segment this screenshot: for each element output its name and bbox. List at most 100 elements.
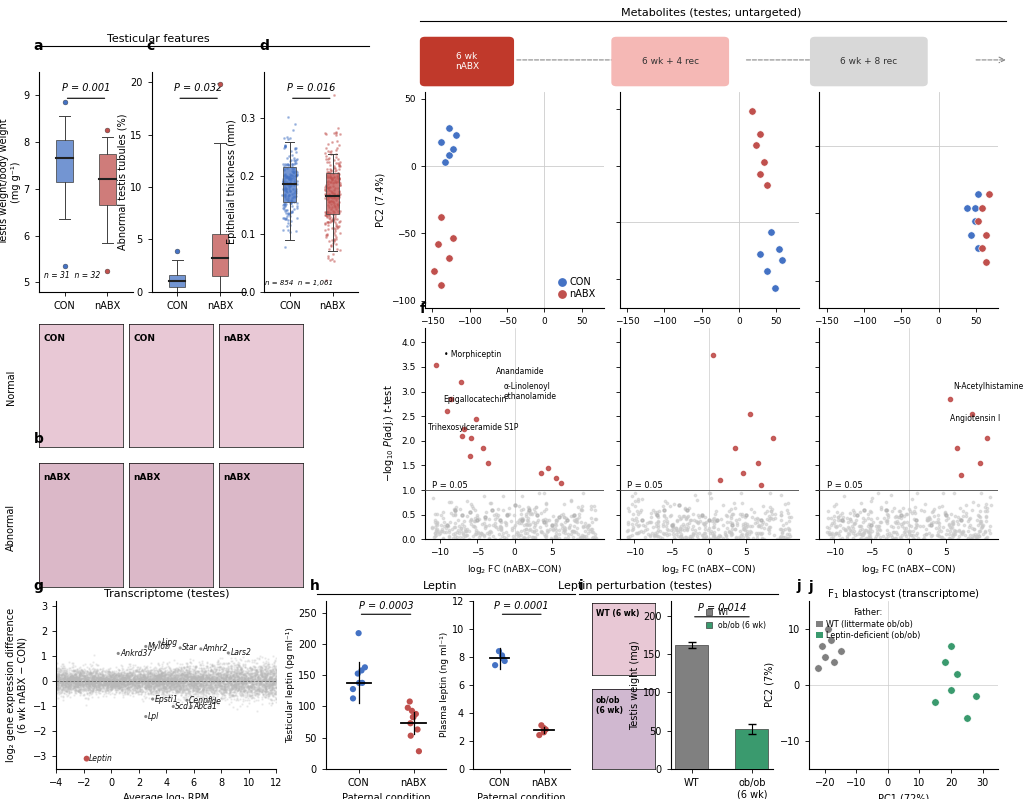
Point (252, 675, 268, 688)
Point (241, 671, 257, 684)
Point (76, 678, 92, 690)
Point (137, 660, 154, 673)
Point (177, 668, 194, 681)
Point (233, 675, 250, 688)
Point (193, 682, 209, 694)
Point (706, 528, 722, 541)
Point (55, 687, 72, 700)
Point (161, 688, 177, 701)
Point (154, 679, 170, 692)
Point (174, 672, 190, 685)
Point (91, 674, 108, 687)
Point (225, 666, 242, 678)
Point (71, 678, 87, 690)
Point (59, 683, 76, 696)
Point (127, 675, 143, 688)
Point (71, 670, 87, 682)
Point (210, 661, 226, 674)
Point (90, 671, 106, 684)
Point (214, 668, 230, 681)
Point (179, 673, 196, 686)
Point (140, 672, 157, 685)
Point (131, 674, 147, 687)
Point (114, 683, 130, 696)
Point (245, 667, 261, 680)
Point (244, 676, 260, 689)
Point (72, 686, 88, 698)
Point (152, 674, 168, 687)
Point (110, 675, 126, 688)
Point (113, 684, 129, 697)
Point (53, 658, 70, 670)
Point (58, 678, 75, 691)
Point (110, 647, 126, 660)
Point (79, 681, 95, 694)
Point (57, 685, 74, 698)
Point (148, 679, 165, 692)
Point (173, 670, 189, 683)
Point (172, 682, 188, 695)
Point (260, 679, 276, 692)
Point (168, 685, 184, 698)
Point (108, 669, 124, 682)
Point (168, 682, 184, 694)
Point (133, 677, 150, 690)
Point (175, 680, 191, 693)
Point (169, 673, 185, 686)
Point (326, 195, 342, 208)
Point (186, 680, 203, 693)
Point (752, 248, 768, 260)
Point (91, 672, 108, 685)
Point (103, 675, 120, 688)
Point (208, 673, 224, 686)
Point (695, 532, 712, 545)
Point (200, 678, 216, 691)
Point (258, 681, 274, 694)
Point (884, 504, 900, 517)
Point (265, 677, 282, 690)
Point (217, 667, 233, 680)
Point (140, 665, 157, 678)
Point (427, 514, 443, 527)
Point (67, 674, 83, 686)
Point (111, 679, 127, 692)
Point (159, 685, 175, 698)
Point (80, 677, 96, 690)
Point (159, 674, 175, 686)
Point (753, 521, 769, 534)
Point (282, 207, 298, 220)
Point (78, 674, 94, 686)
Point (216, 683, 232, 696)
Point (258, 674, 274, 686)
Point (97, 678, 114, 690)
Point (260, 685, 276, 698)
Point (196, 671, 212, 684)
Point (226, 680, 243, 693)
Point (73, 676, 89, 689)
Point (140, 675, 157, 688)
Point (143, 664, 160, 677)
Point (105, 674, 122, 686)
Point (49, 662, 66, 675)
Point (173, 665, 189, 678)
Point (108, 669, 124, 682)
Point (282, 167, 298, 180)
Point (111, 678, 127, 691)
Point (187, 660, 204, 673)
Point (330, 181, 346, 194)
Point (185, 688, 202, 701)
Point (147, 686, 164, 699)
Point (241, 682, 257, 694)
Point (123, 674, 139, 687)
Point (506, 499, 522, 511)
Point (179, 672, 196, 685)
Point (204, 670, 220, 683)
Point (150, 675, 166, 688)
Point (154, 688, 170, 701)
Point (229, 692, 246, 705)
Point (189, 680, 206, 693)
Point (217, 685, 233, 698)
Point (257, 668, 273, 681)
Point (930, 529, 946, 542)
Point (722, 516, 738, 529)
